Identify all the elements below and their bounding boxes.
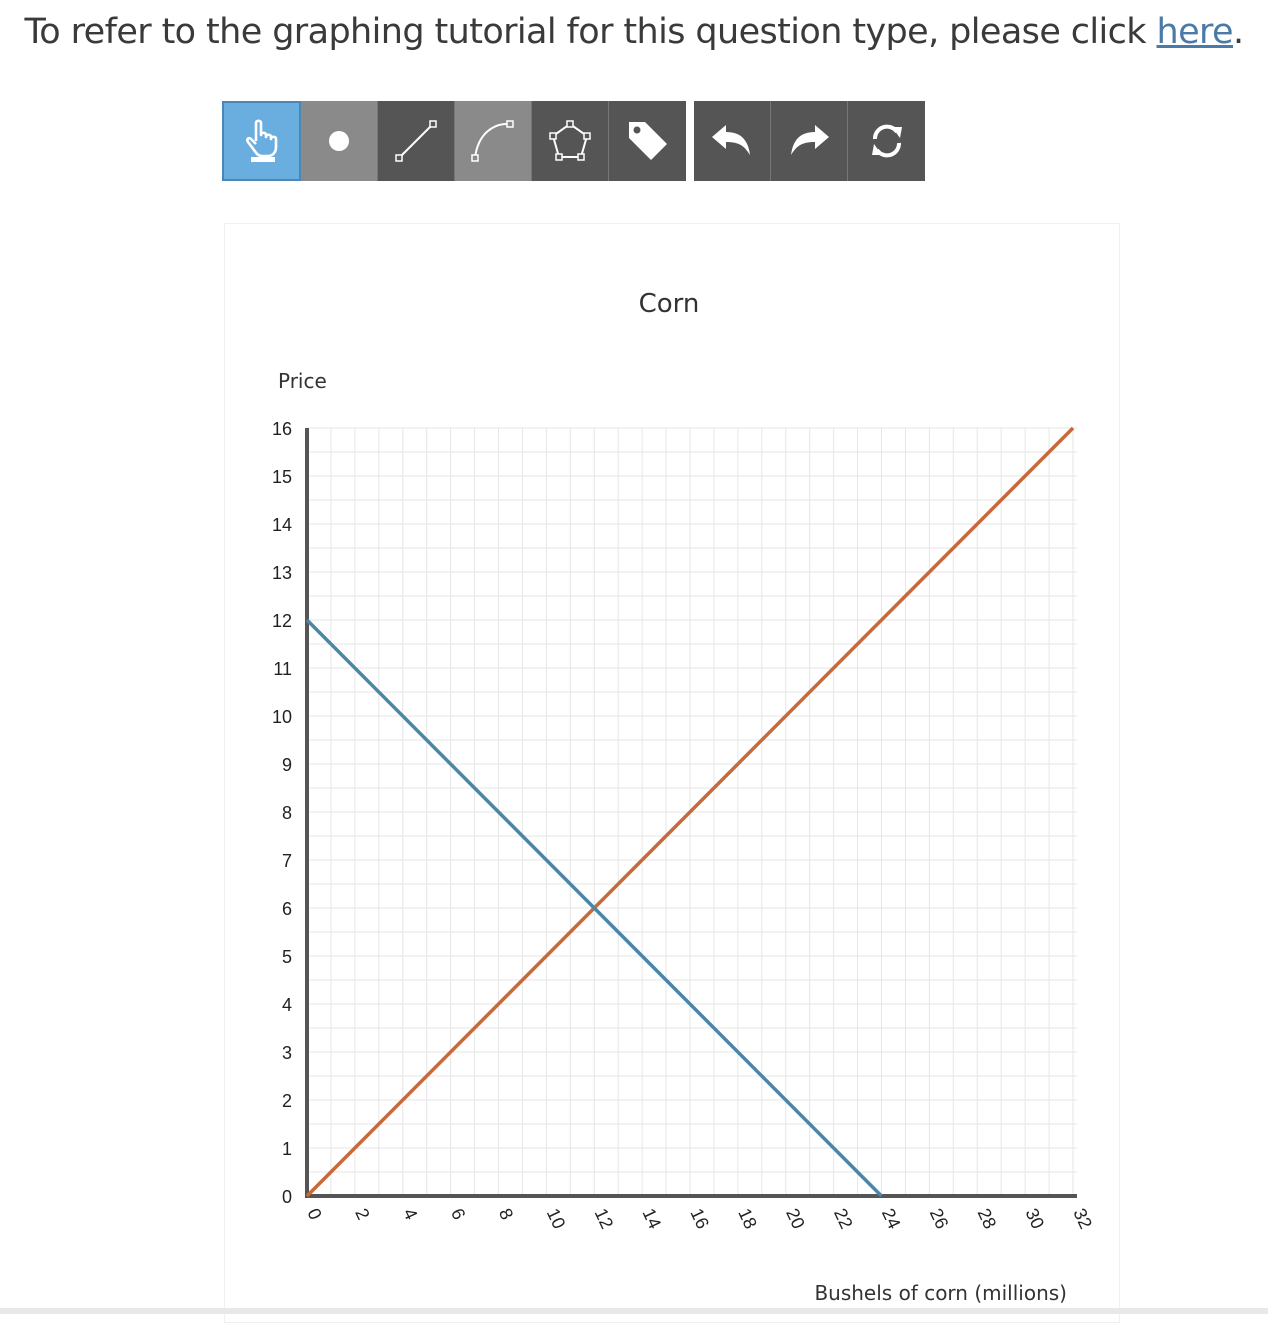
y-tick-label: 7	[282, 851, 292, 871]
y-axis-label: Price	[278, 369, 327, 393]
series-line-2[interactable]	[305, 618, 883, 1198]
point-tool[interactable]	[301, 101, 378, 181]
x-tick-label: 4	[399, 1205, 421, 1223]
page-bottom-border	[0, 1308, 1268, 1314]
undo-button[interactable]	[694, 101, 771, 181]
y-tick-label: 1	[282, 1139, 292, 1159]
x-tick-label: 30	[1021, 1205, 1048, 1232]
series-line-1[interactable]	[305, 426, 1075, 1198]
x-tick-label: 28	[974, 1205, 1001, 1232]
y-tick-label: 11	[273, 659, 292, 679]
y-tick-label: 13	[272, 563, 292, 583]
x-tick-label: 14	[638, 1205, 665, 1232]
history-tools	[694, 101, 925, 181]
curve-tool[interactable]	[455, 101, 532, 181]
tutorial-link[interactable]: here	[1156, 12, 1234, 52]
x-tick-label: 12	[591, 1205, 618, 1232]
y-tick-label: 8	[282, 803, 292, 823]
hand-pointer-icon	[245, 119, 277, 162]
x-tick-label: 20	[782, 1205, 809, 1232]
curve-icon	[471, 120, 514, 162]
axes	[305, 428, 1077, 1198]
y-tick-label: 16	[272, 419, 292, 439]
y-tick-label: 6	[282, 899, 292, 919]
redo-arrow-icon	[791, 125, 829, 155]
graph-toolbar	[222, 101, 925, 181]
x-tick-label: 10	[543, 1205, 570, 1232]
y-tick-label: 9	[282, 755, 292, 775]
graph-panel	[224, 223, 1120, 1323]
x-tick-label: 26	[926, 1205, 953, 1232]
line-tool[interactable]	[378, 101, 455, 181]
polygon-tool[interactable]	[532, 101, 609, 181]
instruction-text: To refer to the graphing tutorial for th…	[24, 12, 1157, 52]
dot-icon	[329, 131, 349, 151]
instruction-period: .	[1233, 12, 1244, 52]
y-tick-label: 4	[282, 995, 292, 1015]
x-tick-label: 8	[495, 1205, 517, 1223]
x-tick-label: 2	[351, 1205, 373, 1223]
redo-button[interactable]	[771, 101, 848, 181]
x-axis-label: Bushels of corn (millions)	[814, 1281, 1067, 1305]
pentagon-icon	[549, 120, 591, 161]
x-tick-label: 24	[878, 1205, 905, 1232]
x-tick-label: 22	[830, 1205, 857, 1232]
series-lines[interactable]	[305, 426, 1075, 1198]
tag-icon	[628, 122, 667, 160]
y-tick-label: 3	[282, 1043, 292, 1063]
chart-title: Corn	[639, 289, 700, 319]
pointer-tool[interactable]	[222, 101, 301, 181]
tutorial-instruction: To refer to the graphing tutorial for th…	[0, 12, 1268, 52]
x-tick-label: 16	[686, 1205, 713, 1232]
reset-button[interactable]	[848, 101, 925, 181]
y-tick-label: 14	[272, 515, 292, 535]
x-tick-label: 6	[447, 1205, 469, 1223]
drawing-tools	[222, 101, 686, 181]
line-segment-icon	[395, 120, 437, 162]
x-tick-label: 32	[1069, 1205, 1096, 1232]
y-tick-label: 5	[282, 947, 292, 967]
y-tick-label: 0	[282, 1187, 292, 1207]
x-tick-label: 18	[734, 1205, 761, 1232]
y-tick-label: 12	[272, 611, 292, 631]
y-tick-label: 2	[282, 1091, 292, 1111]
refresh-icon	[871, 124, 902, 158]
label-tool[interactable]	[609, 101, 686, 181]
undo-arrow-icon	[712, 125, 750, 155]
y-tick-label: 15	[272, 467, 292, 487]
x-tick-label: 0	[303, 1205, 325, 1223]
y-tick-label: 10	[272, 707, 292, 727]
